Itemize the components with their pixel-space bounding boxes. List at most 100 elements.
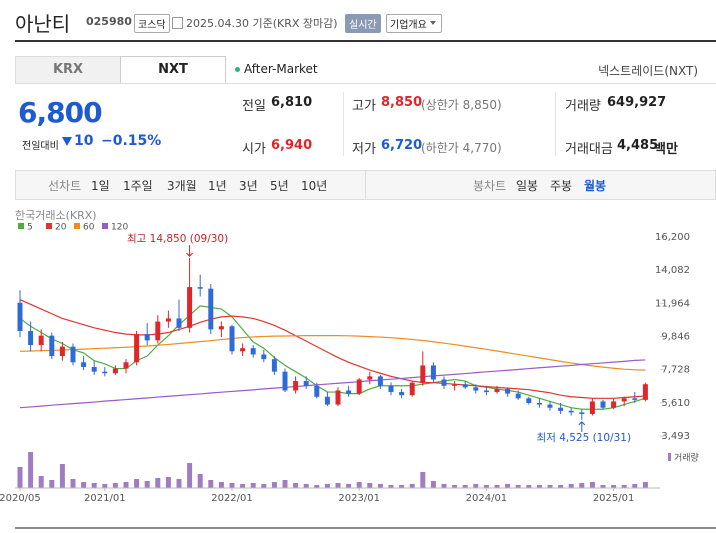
volume-bar xyxy=(155,478,161,488)
down-arrow xyxy=(62,137,72,146)
candle-body xyxy=(621,398,627,402)
candle-body xyxy=(187,287,193,328)
volume-bar xyxy=(579,483,585,488)
period-button[interactable]: 일봉 xyxy=(516,179,539,193)
legend-label: 거래량 xyxy=(674,452,699,464)
candle-body xyxy=(240,348,246,352)
stat-label: 거래량 xyxy=(565,99,601,114)
candle-body xyxy=(600,401,606,408)
x-tick-label: 2025/01 xyxy=(593,493,635,504)
volume-bar xyxy=(430,481,436,488)
stat-note: (하한가 4,770) xyxy=(421,141,502,155)
period-button[interactable]: 1년 xyxy=(208,179,227,193)
period-button[interactable]: 5년 xyxy=(270,179,289,193)
legend-swatch xyxy=(18,223,24,229)
volume-bar xyxy=(303,484,309,488)
candle-body xyxy=(112,368,118,374)
candle-body xyxy=(218,326,224,330)
period-items: 선차트 1일 1주일 3개월 1년 3년 5년 10년 봉차트 일봉 주봉 월봉 xyxy=(48,177,708,193)
stat-label: 시가 xyxy=(242,142,266,157)
volume-bar xyxy=(420,472,426,488)
volume-bar xyxy=(324,484,330,488)
period-button[interactable]: 월봉 xyxy=(584,179,607,193)
legend-label: 20 xyxy=(55,223,67,233)
volume-bar xyxy=(409,484,415,488)
volume-bar xyxy=(314,485,320,488)
volume-bar xyxy=(187,463,193,488)
volume-bar xyxy=(621,485,627,488)
tab-nxt[interactable]: NXT xyxy=(120,56,226,83)
candle-body xyxy=(356,379,362,394)
period-button[interactable]: 3년 xyxy=(239,179,258,193)
period-button[interactable]: 10년 xyxy=(301,179,328,193)
candle-body xyxy=(81,362,87,367)
calendar-icon xyxy=(172,17,183,29)
candle-body xyxy=(102,371,108,374)
y-tick-label: 9,846 xyxy=(661,332,690,343)
candle-body xyxy=(134,334,140,363)
stat-label: 전일 xyxy=(242,99,266,114)
candle-body xyxy=(49,335,55,357)
candle-body xyxy=(303,381,309,386)
volume-bar xyxy=(558,485,564,488)
candle-body xyxy=(346,390,352,394)
candle-body xyxy=(547,404,553,408)
period-button[interactable]: 1주일 xyxy=(123,179,153,193)
status-dot xyxy=(235,67,240,72)
y-tick-label: 16,200 xyxy=(655,232,690,243)
period-button[interactable]: 3개월 xyxy=(167,179,197,193)
candle-body xyxy=(324,396,330,405)
volume-bar xyxy=(293,483,299,488)
stat-label: 저가 xyxy=(352,142,376,157)
stat-unit: 백만 xyxy=(654,142,678,157)
candle-body xyxy=(17,302,23,331)
volume-bar xyxy=(282,480,288,488)
volume-bar xyxy=(250,483,256,488)
candle-body xyxy=(208,288,214,330)
stock-name: 아난티 xyxy=(15,12,71,36)
candle-body xyxy=(388,385,394,393)
y-tick-label: 14,082 xyxy=(655,265,690,276)
chart: 한국거래소(KRX) 5 20 60 120 거래량 3,493 5,610 7,728 9,8… xyxy=(0,209,716,529)
legend-swatch xyxy=(74,223,80,229)
candle-body xyxy=(579,412,585,414)
period-button[interactable]: 주봉 xyxy=(550,179,573,193)
candle-body xyxy=(59,346,65,357)
volume-bar xyxy=(335,483,341,488)
realtime-button[interactable]: 실시간 xyxy=(345,14,381,33)
volume-bar xyxy=(112,483,118,488)
y-tick-label: 5,610 xyxy=(661,398,690,409)
volume-bar xyxy=(240,484,246,488)
company-button[interactable]: 기업개요 xyxy=(386,14,442,33)
candle-body xyxy=(70,346,76,363)
volume-bar xyxy=(505,484,511,488)
max-arrow xyxy=(186,245,193,257)
divider xyxy=(343,92,344,156)
volume-bar xyxy=(356,482,362,488)
rate: −0.15% xyxy=(101,133,162,149)
moving-average xyxy=(19,305,646,410)
candle-body xyxy=(515,393,521,399)
tab-rule xyxy=(15,83,716,84)
y-tick-label: 7,728 xyxy=(661,365,690,376)
volume-bar xyxy=(399,485,405,488)
x-tick-label: 2023/01 xyxy=(338,493,380,504)
x-tick-label: 2022/01 xyxy=(211,493,253,504)
volume-bar xyxy=(388,485,394,488)
legend-swatch xyxy=(668,453,671,461)
candle-body xyxy=(335,390,341,405)
volume-bar xyxy=(123,482,129,488)
moving-average xyxy=(19,335,646,371)
tab-krx[interactable]: KRX xyxy=(15,56,121,84)
volume-bar xyxy=(494,485,500,488)
price: 6,800 xyxy=(18,96,103,129)
market-badge: 코스닥 xyxy=(134,14,170,33)
period-button[interactable]: 1일 xyxy=(91,179,110,193)
candle-body xyxy=(420,365,426,383)
volume-bar xyxy=(49,480,55,488)
candle-body xyxy=(144,334,150,341)
volume-bar xyxy=(91,483,97,488)
volume-bar xyxy=(547,485,553,488)
period-label: 봉차트 xyxy=(473,179,507,193)
